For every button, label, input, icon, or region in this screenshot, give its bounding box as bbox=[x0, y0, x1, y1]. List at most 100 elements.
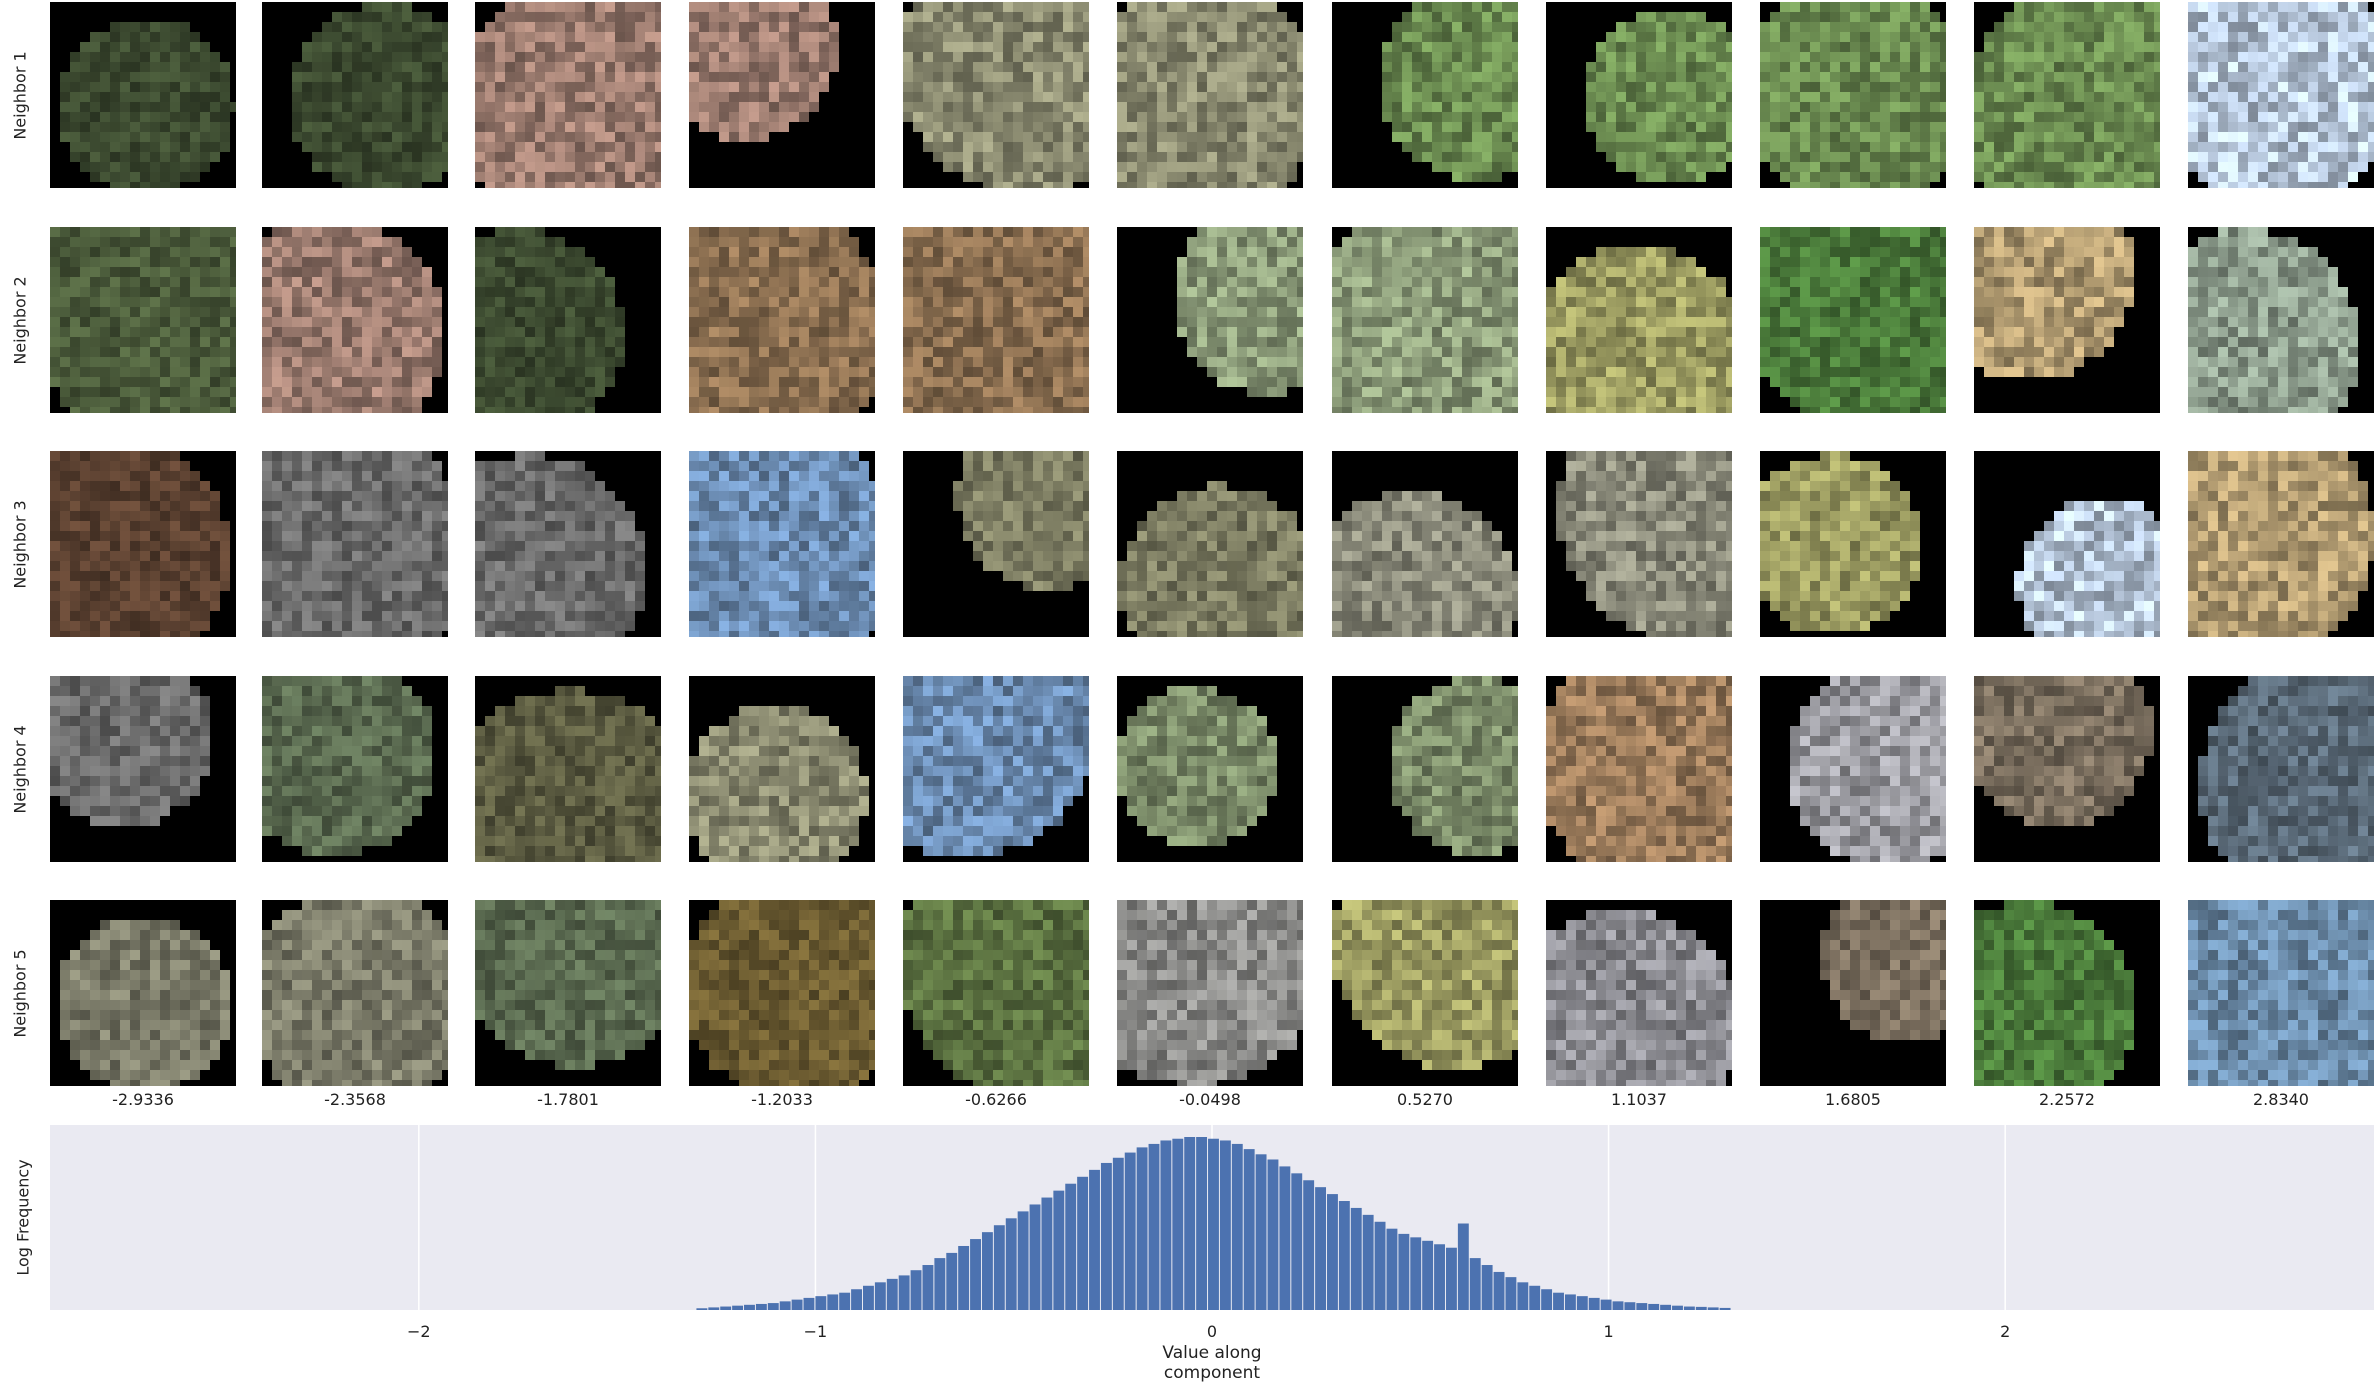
neighbor-patch bbox=[1546, 2, 1732, 188]
row-label-text: Neighbor 5 bbox=[10, 948, 30, 1038]
neighbor-patch bbox=[1546, 451, 1732, 637]
column-value-label: -0.6266 bbox=[965, 1090, 1027, 1109]
neighbor-patch bbox=[1760, 900, 1946, 1086]
neighbor-patch bbox=[50, 2, 236, 188]
hist-bar bbox=[1017, 1211, 1029, 1310]
hist-bar bbox=[1362, 1214, 1374, 1310]
hist-bar bbox=[1469, 1258, 1481, 1310]
neighbor-patch bbox=[1117, 451, 1303, 637]
neighbor-patch bbox=[903, 451, 1089, 637]
column-value-label: 0.5270 bbox=[1397, 1090, 1453, 1109]
neighbor-patch bbox=[1117, 2, 1303, 188]
neighbor-patch bbox=[1332, 451, 1518, 637]
neighbor-patch bbox=[50, 676, 236, 862]
hist-bar bbox=[1564, 1294, 1576, 1310]
row-label-text: Neighbor 4 bbox=[10, 724, 30, 814]
neighbor-patch bbox=[903, 227, 1089, 413]
column-value-label: 2.2572 bbox=[2039, 1090, 2095, 1109]
hist-bar bbox=[1624, 1302, 1636, 1310]
hist-xtick-label: −2 bbox=[407, 1322, 431, 1341]
neighbor-patch bbox=[2188, 2, 2374, 188]
row-label: Neighbor 1 bbox=[0, 2, 40, 188]
hist-bar bbox=[1541, 1289, 1553, 1310]
hist-bar bbox=[1600, 1299, 1612, 1310]
neighbor-patch bbox=[475, 676, 661, 862]
neighbor-patch bbox=[2188, 900, 2374, 1086]
hist-bar bbox=[934, 1258, 946, 1310]
hist-bar bbox=[981, 1232, 993, 1310]
hist-bar bbox=[1255, 1154, 1267, 1310]
hist-xlabel: Value along component bbox=[1162, 1343, 1262, 1382]
neighbor-patch bbox=[2188, 676, 2374, 862]
row-label-text: Neighbor 1 bbox=[10, 50, 30, 140]
hist-bar bbox=[1660, 1304, 1672, 1310]
hist-bar bbox=[1315, 1187, 1327, 1310]
hist-bar bbox=[946, 1252, 958, 1310]
hist-bar bbox=[1303, 1180, 1315, 1310]
hist-bar bbox=[1208, 1138, 1219, 1310]
neighbor-patch bbox=[1117, 900, 1303, 1086]
hist-xtick-label: 0 bbox=[1206, 1322, 1218, 1341]
hist-bar bbox=[958, 1245, 970, 1310]
neighbor-patch bbox=[1760, 2, 1946, 188]
hist-bar bbox=[1553, 1292, 1564, 1310]
hist-bar bbox=[755, 1303, 767, 1310]
hist-bar bbox=[1707, 1307, 1719, 1310]
hist-bar bbox=[886, 1278, 898, 1310]
hist-bar bbox=[1410, 1237, 1422, 1310]
row-label: Neighbor 5 bbox=[0, 900, 40, 1086]
hist-bar bbox=[1136, 1147, 1148, 1310]
hist-bar bbox=[1196, 1137, 1208, 1310]
histogram-plot-area bbox=[50, 1125, 2374, 1310]
neighbor-patch bbox=[1974, 451, 2160, 637]
hist-bar bbox=[803, 1297, 815, 1310]
hist-bar bbox=[1053, 1190, 1065, 1310]
neighbor-patch bbox=[1974, 227, 2160, 413]
row-label: Neighbor 3 bbox=[0, 451, 40, 637]
row-label: Neighbor 4 bbox=[0, 676, 40, 862]
neighbor-patch bbox=[1546, 676, 1732, 862]
neighbor-patch bbox=[689, 451, 875, 637]
neighbor-patch bbox=[903, 900, 1089, 1086]
neighbor-patch bbox=[50, 451, 236, 637]
neighbor-patch bbox=[689, 2, 875, 188]
row-label-text: Neighbor 3 bbox=[10, 499, 30, 589]
neighbor-patch bbox=[1974, 676, 2160, 862]
hist-bar bbox=[1219, 1140, 1231, 1310]
neighbor-patch bbox=[1332, 2, 1518, 188]
hist-bar bbox=[1398, 1233, 1410, 1310]
hist-bar bbox=[1005, 1218, 1017, 1310]
hist-bar bbox=[1636, 1303, 1648, 1310]
hist-bar bbox=[839, 1292, 851, 1310]
hist-bar bbox=[993, 1225, 1005, 1310]
hist-xtick-label: −1 bbox=[803, 1322, 828, 1341]
hist-bar bbox=[1457, 1223, 1469, 1310]
row-label-text: Neighbor 2 bbox=[10, 275, 30, 365]
column-value-label: 1.6805 bbox=[1825, 1090, 1881, 1109]
neighbor-patch bbox=[1546, 227, 1732, 413]
hist-bar bbox=[1338, 1201, 1350, 1310]
neighbor-patch bbox=[1332, 900, 1518, 1086]
neighbor-patch bbox=[2188, 451, 2374, 637]
neighbor-patch bbox=[1332, 676, 1518, 862]
neighbor-patch bbox=[1117, 676, 1303, 862]
neighbor-patch bbox=[1974, 2, 2160, 188]
hist-bar bbox=[1148, 1143, 1160, 1310]
neighbor-patch bbox=[475, 451, 661, 637]
hist-ylabel: Log Frequency bbox=[0, 1125, 46, 1310]
column-value-label: -1.7801 bbox=[537, 1090, 599, 1109]
column-value-label: -2.9336 bbox=[112, 1090, 174, 1109]
hist-bar bbox=[696, 1308, 708, 1310]
neighbor-patch bbox=[262, 900, 448, 1086]
hist-bar bbox=[1327, 1194, 1338, 1310]
neighbor-patch bbox=[475, 900, 661, 1086]
column-value-label: -0.0498 bbox=[1179, 1090, 1241, 1109]
neighbor-patch bbox=[262, 676, 448, 862]
hist-bar bbox=[1612, 1301, 1624, 1310]
hist-bar bbox=[874, 1282, 886, 1310]
hist-bar bbox=[1231, 1143, 1243, 1310]
hist-bar bbox=[1588, 1297, 1600, 1310]
hist-bar bbox=[1386, 1228, 1398, 1310]
hist-bar bbox=[1291, 1173, 1303, 1310]
hist-bar bbox=[1481, 1265, 1493, 1310]
